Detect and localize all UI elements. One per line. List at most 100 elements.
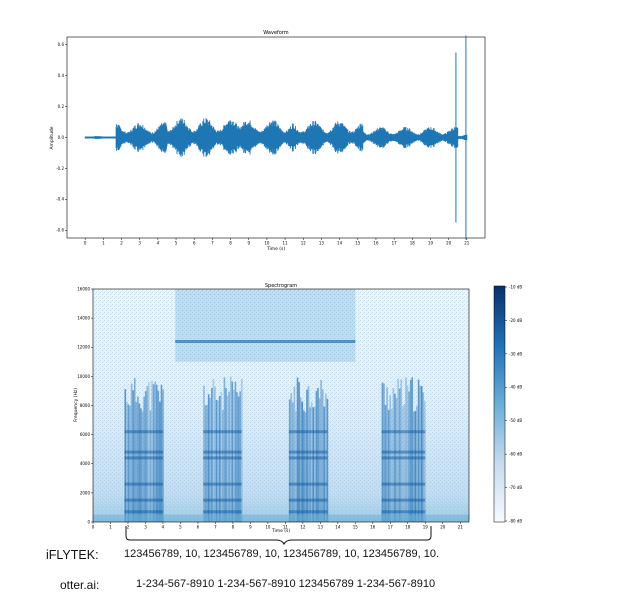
spectrogram-burst-column: [320, 380, 322, 522]
spectrogram-burst-column: [381, 382, 384, 522]
spectrogram-burst-column: [298, 382, 300, 522]
waveform-x-tick-label: 4: [157, 241, 160, 246]
spectrogram-burst-column: [406, 385, 409, 522]
spectrogram-y-tick-label: 8000: [80, 403, 91, 408]
caption-iflytek-text: 123456789, 10, 123456789, 10, 123456789,…: [124, 548, 440, 560]
colorbar-tick-label: -60 dB: [509, 452, 522, 457]
spectrogram-harmonic-band: [124, 430, 163, 434]
waveform-x-tick-label: 2: [120, 241, 123, 246]
spectrogram-burst-column: [315, 391, 318, 522]
spectrogram-x-tick-label: 6: [197, 525, 200, 530]
spectrogram-burst-column: [138, 403, 141, 522]
spectrogram-burst-column: [207, 394, 210, 522]
spectrogram-burst-column: [383, 383, 385, 522]
spectrogram-harmonic-band: [124, 482, 163, 486]
spectrogram-x-tick-label: 18: [405, 525, 411, 530]
spectrogram-burst-column: [304, 412, 307, 522]
bracket-brace: [125, 526, 432, 546]
spectrogram-burst-column: [137, 396, 139, 522]
spectrogram-harmonic-band: [124, 456, 163, 460]
waveform-x-tick-label: 15: [355, 241, 361, 246]
spectrogram-burst-column: [143, 396, 145, 522]
spectrogram-burst-column: [127, 404, 130, 522]
spectrogram-chart: Spectrogram 0 1 2 3 4 5 6 7 8 9 10 11 12 13 14 15 16 17 18…: [73, 283, 522, 534]
spectrogram-burst-column: [318, 398, 321, 522]
spectrogram-x-tick-label: 12: [300, 525, 306, 530]
colorbar-tick-label: -80 dB: [509, 518, 522, 523]
spectrogram-burst-column: [226, 395, 229, 522]
spectrogram-burst-column: [384, 404, 387, 522]
waveform-xlabel: Time (s): [266, 246, 286, 252]
spectrogram-burst-column: [386, 387, 388, 522]
waveform-x-tick-label: 1: [102, 241, 105, 246]
spectrogram-x-tick-label: 16: [370, 525, 376, 530]
spectrogram-burst-column: [419, 385, 421, 522]
spectrogram-burst-column: [149, 410, 152, 522]
spectrogram-burst-column: [301, 401, 304, 522]
spectrogram-burst-column: [306, 389, 308, 522]
waveform-title: Waveform: [263, 30, 289, 36]
waveform-y-tick-label: 0.4: [58, 73, 65, 78]
spectrogram-x-tick-label: 17: [388, 525, 394, 530]
spectrogram-burst-column: [405, 377, 407, 522]
spectrogram-burst-column: [217, 400, 219, 522]
spectrogram-x-tick-label: 21: [458, 525, 464, 530]
spectrogram-x-tick-label: 15: [353, 525, 359, 530]
spectrogram-burst-column: [124, 389, 127, 522]
spectrogram-burst-column: [152, 384, 155, 522]
spectrogram-low-band: [93, 514, 469, 522]
spectrogram-harmonic-band: [288, 510, 328, 514]
spectrogram-burst-column: [234, 381, 237, 522]
spectrogram-x-tick-label: 9: [249, 525, 252, 530]
spectrogram-x-tick-label: 7: [214, 525, 217, 530]
spectrogram-x-tick-label: 10: [265, 525, 271, 530]
spectrogram-harmonic-band: [203, 456, 242, 460]
waveform-x-tick-label: 16: [373, 241, 379, 246]
spectrogram-x-tick-label: 11: [283, 525, 289, 530]
spectrogram-harmonic-band: [381, 482, 426, 486]
waveform-y-tick-label: -0.4: [56, 197, 64, 202]
colorbar-tick-label: -30 dB: [509, 351, 522, 356]
spectrogram-burst-column: [236, 392, 238, 522]
spectrogram-burst-column: [295, 411, 297, 522]
spectrogram-burst-column: [292, 402, 294, 522]
spectrogram-x-tick-label: 14: [335, 525, 341, 530]
spectrogram-burst-column: [223, 377, 226, 522]
spectrogram-broadband-texture: [175, 289, 356, 362]
spectrogram-burst-column: [209, 397, 212, 522]
spectrogram-ylabel: Frequency (Hz): [73, 388, 79, 422]
caption-otter-text: 1-234-567-8910 1-234-567-8910 123456789 …: [136, 578, 436, 590]
waveform-x-tick-label: 10: [264, 241, 270, 246]
spectrogram-burst-column: [155, 384, 158, 522]
spectrogram-burst-column: [211, 387, 213, 522]
waveform-x-tick-label: 7: [211, 241, 214, 246]
spectrogram-burst-column: [214, 386, 216, 522]
spectrogram-burst-column: [392, 388, 395, 522]
spectrogram-x-ticks: 0 1 2 3 4 5 6 7 8 9 10 11 12 13 14 15 16 17 18 19 20 21: [92, 522, 464, 530]
spectrogram-burst-column: [299, 397, 302, 522]
spectrogram-burst-column: [157, 390, 160, 522]
spectrogram-burst-column: [140, 408, 142, 522]
spectrogram-harmonic-band: [288, 482, 328, 486]
spectrogram-burst-column: [400, 379, 403, 522]
caption-iflytek-label: iFLYTEK:: [46, 548, 99, 562]
spectrogram-harmonic-band: [288, 456, 328, 460]
spectrogram-harmonic-band: [203, 430, 242, 434]
waveform-x-tick-label: 21: [464, 241, 470, 246]
spectrogram-burst-column: [141, 411, 144, 522]
spectrogram-x-tick-label: 5: [179, 525, 182, 530]
spectrogram-harmonic-band: [288, 450, 328, 454]
spectrogram-harmonic-band: [124, 450, 163, 454]
spectrogram-harmonic-band: [381, 510, 426, 514]
spectrogram-burst-column: [154, 381, 156, 522]
waveform-y-ticks: 0.6 0.4 0.2 0.0 -0.2 -0.4 -0.6: [56, 42, 67, 233]
waveform-x-tick-label: 17: [392, 241, 398, 246]
spectrogram-burst-column: [408, 391, 410, 522]
spectrogram-burst-column: [231, 381, 234, 522]
spectrogram-harmonic-band: [288, 430, 328, 434]
spectrogram-burst-column: [215, 399, 218, 522]
spectrogram-burst-column: [237, 396, 240, 522]
spectrogram-burst-column: [391, 408, 393, 522]
spectrogram-burst-column: [151, 381, 153, 522]
waveform-chart: Waveform 0 1 2 3 4 5 6 7 8 9 10 11 12 13 14 15 16 17 18 19 2…: [49, 30, 486, 252]
